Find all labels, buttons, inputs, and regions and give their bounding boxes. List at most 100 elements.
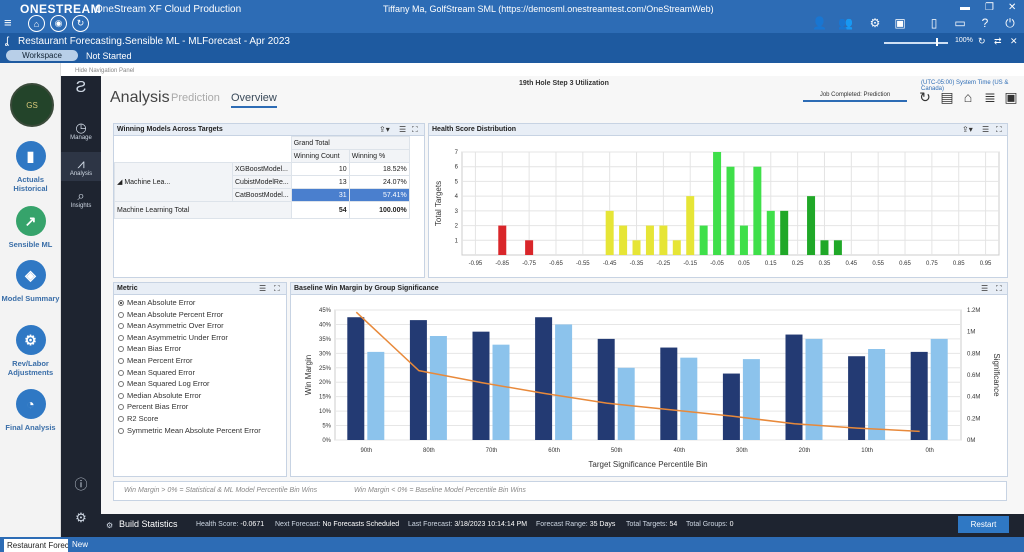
y-axis-label: Total Targets <box>434 181 443 226</box>
nav-insights[interactable]: ⌕ Insights <box>61 188 101 209</box>
workflow-icon[interactable]: ▭ <box>954 16 966 30</box>
y-tick-label: 7 <box>455 150 459 156</box>
metric-option[interactable]: R2 Score <box>118 414 158 423</box>
metric-option[interactable]: Mean Squared Error <box>118 368 195 377</box>
stat-label: Total Groups: <box>686 521 728 528</box>
table-row[interactable]: CatBoostModel... 31 57.41% <box>115 188 410 202</box>
expand-icon[interactable]: ⛶ <box>996 125 1002 134</box>
bar <box>868 349 886 440</box>
document-icon[interactable]: ▤ <box>940 89 954 105</box>
refresh-icon[interactable]: ↻ <box>72 15 89 32</box>
security-icon[interactable]: ▣ <box>1004 89 1018 105</box>
zoom-slider[interactable] <box>884 42 948 44</box>
tab-overview[interactable]: Overview <box>231 92 277 108</box>
x-tick-label: 0.35 <box>819 261 831 267</box>
nav-sensible-ml[interactable]: ↗ Sensible ML <box>0 206 61 249</box>
pin-icon[interactable]: ⇄ <box>994 36 1002 46</box>
workspace-button[interactable]: Workspace <box>6 50 78 61</box>
nav-rev-labor[interactable]: ⚙ Rev/Labor Adjustments <box>0 325 61 377</box>
filter-icon[interactable]: ☰ <box>982 125 990 134</box>
tab-restaurant[interactable]: Restaurant Forec <box>4 539 68 552</box>
win-margin-panel: Baseline Win Margin by Group Significanc… <box>290 282 1008 477</box>
collapse-icon[interactable]: ◢ <box>117 179 125 186</box>
export-icon[interactable]: ⇪▾ <box>962 125 973 134</box>
y2-tick-label: 0M <box>967 438 975 444</box>
nav-analysis[interactable]: ⩘ Analysis <box>61 152 101 181</box>
total-row[interactable]: Machine Learning Total 54 100.00% <box>114 201 410 219</box>
metric-option[interactable]: Mean Absolute Percent Error <box>118 310 223 319</box>
metric-option[interactable]: Mean Bias Error <box>118 344 181 353</box>
user-icon[interactable]: 👤 <box>812 16 827 30</box>
radio-icon[interactable] <box>118 300 124 306</box>
y2-tick-label: 0.2M <box>967 416 980 422</box>
radio-icon[interactable] <box>118 392 124 399</box>
nav-manage[interactable]: ◷ Manage <box>61 120 101 141</box>
metric-option[interactable]: Percent Bias Error <box>118 402 188 411</box>
radio-icon[interactable] <box>118 404 124 411</box>
radio-icon[interactable] <box>118 311 124 318</box>
gear-icon[interactable]: ⚙ <box>106 521 114 530</box>
metric-option[interactable]: Mean Squared Log Error <box>118 379 210 388</box>
group-label: Machine Lea... <box>124 179 171 186</box>
x-tick-label: 20th <box>799 448 811 454</box>
table-row[interactable]: ◢ Machine Lea... XGBoostModel... 10 18.52% <box>114 162 410 202</box>
expand-icon[interactable]: ⛶ <box>996 284 1002 293</box>
hide-nav-link[interactable]: Hide Navigation Panel <box>75 68 135 74</box>
nav-final-analysis[interactable]: ◔ Final Analysis <box>0 389 61 432</box>
table-row[interactable]: CubistModelRe... 13 24.07% <box>115 175 410 189</box>
zoom-thumb[interactable] <box>936 38 938 46</box>
radio-icon[interactable] <box>118 323 124 330</box>
close-icon[interactable]: ✕ <box>1008 2 1017 13</box>
y2-tick-label: 0.8M <box>967 351 980 357</box>
metric-option[interactable]: Median Absolute Error <box>118 391 201 400</box>
refresh-page-icon[interactable]: ↻ <box>978 36 986 46</box>
users-icon[interactable]: 👥 <box>838 16 853 30</box>
x-tick-label: 0.15 <box>765 261 777 267</box>
radio-icon[interactable] <box>118 427 124 434</box>
metric-option[interactable]: Symmetric Mean Absolute Percent Error <box>118 426 261 435</box>
help-circle-icon[interactable]: ⓘ <box>74 477 88 492</box>
settings-icon[interactable]: ⚙ <box>869 16 881 30</box>
export-icon[interactable]: ⇪▾ <box>379 125 390 134</box>
metric-option[interactable]: Mean Absolute Error <box>118 298 195 307</box>
restart-button[interactable]: Restart <box>958 516 1009 533</box>
x-tick-label: -0.55 <box>576 261 590 267</box>
logoff-icon[interactable]: ⏻ <box>1005 16 1015 30</box>
radio-icon[interactable] <box>118 358 124 364</box>
close-page-icon[interactable]: ✕ <box>1010 36 1018 46</box>
tab-new[interactable]: New <box>72 540 89 549</box>
x-tick-label: 0.25 <box>792 261 804 267</box>
nav-model-summary[interactable]: ◈ Model Summary <box>0 260 61 303</box>
back-icon[interactable]: ◉ <box>50 15 67 32</box>
y-tick-label: 20% <box>319 380 332 386</box>
metric-option[interactable]: Mean Asymmetric Under Error <box>118 333 228 342</box>
radio-icon[interactable] <box>118 369 124 376</box>
settings-gear-icon[interactable]: ⚙ <box>75 510 87 525</box>
clipboard-icon[interactable]: ▯ <box>930 16 938 30</box>
menu-icon[interactable]: ≡ <box>4 15 12 30</box>
expand-icon[interactable]: ⛶ <box>412 125 418 134</box>
home-icon[interactable]: ⌂ <box>28 15 45 32</box>
filter-icon[interactable]: ☰ <box>981 284 989 293</box>
y-tick-label: 10% <box>319 409 332 415</box>
expand-icon[interactable]: ⛶ <box>274 284 280 293</box>
metric-option[interactable]: Mean Percent Error <box>118 356 192 365</box>
y-tick-label: 30% <box>319 351 332 357</box>
radio-icon[interactable] <box>118 381 124 388</box>
metric-option[interactable]: Mean Asymmetric Over Error <box>118 321 224 330</box>
database-icon[interactable]: ≣ <box>984 89 996 105</box>
refresh-icon[interactable]: ↻ <box>919 89 931 105</box>
minimize-icon[interactable]: ▬ <box>960 2 970 13</box>
radio-icon[interactable] <box>118 346 124 353</box>
filter-icon[interactable]: ☰ <box>259 284 267 293</box>
nav-actuals-historical[interactable]: ▮ Actuals Historical <box>0 141 61 193</box>
restore-icon[interactable]: ❐ <box>985 2 994 13</box>
task-icon[interactable]: ▣ <box>894 16 906 30</box>
radio-icon[interactable] <box>118 334 124 341</box>
filter-icon[interactable]: ☰ <box>399 125 407 134</box>
x-tick-label: 0.65 <box>899 261 911 267</box>
help-icon[interactable]: ? <box>981 16 989 30</box>
tab-prediction[interactable]: Prediction <box>171 92 220 104</box>
home-icon[interactable]: ⌂ <box>963 89 973 105</box>
radio-icon[interactable] <box>118 416 124 422</box>
